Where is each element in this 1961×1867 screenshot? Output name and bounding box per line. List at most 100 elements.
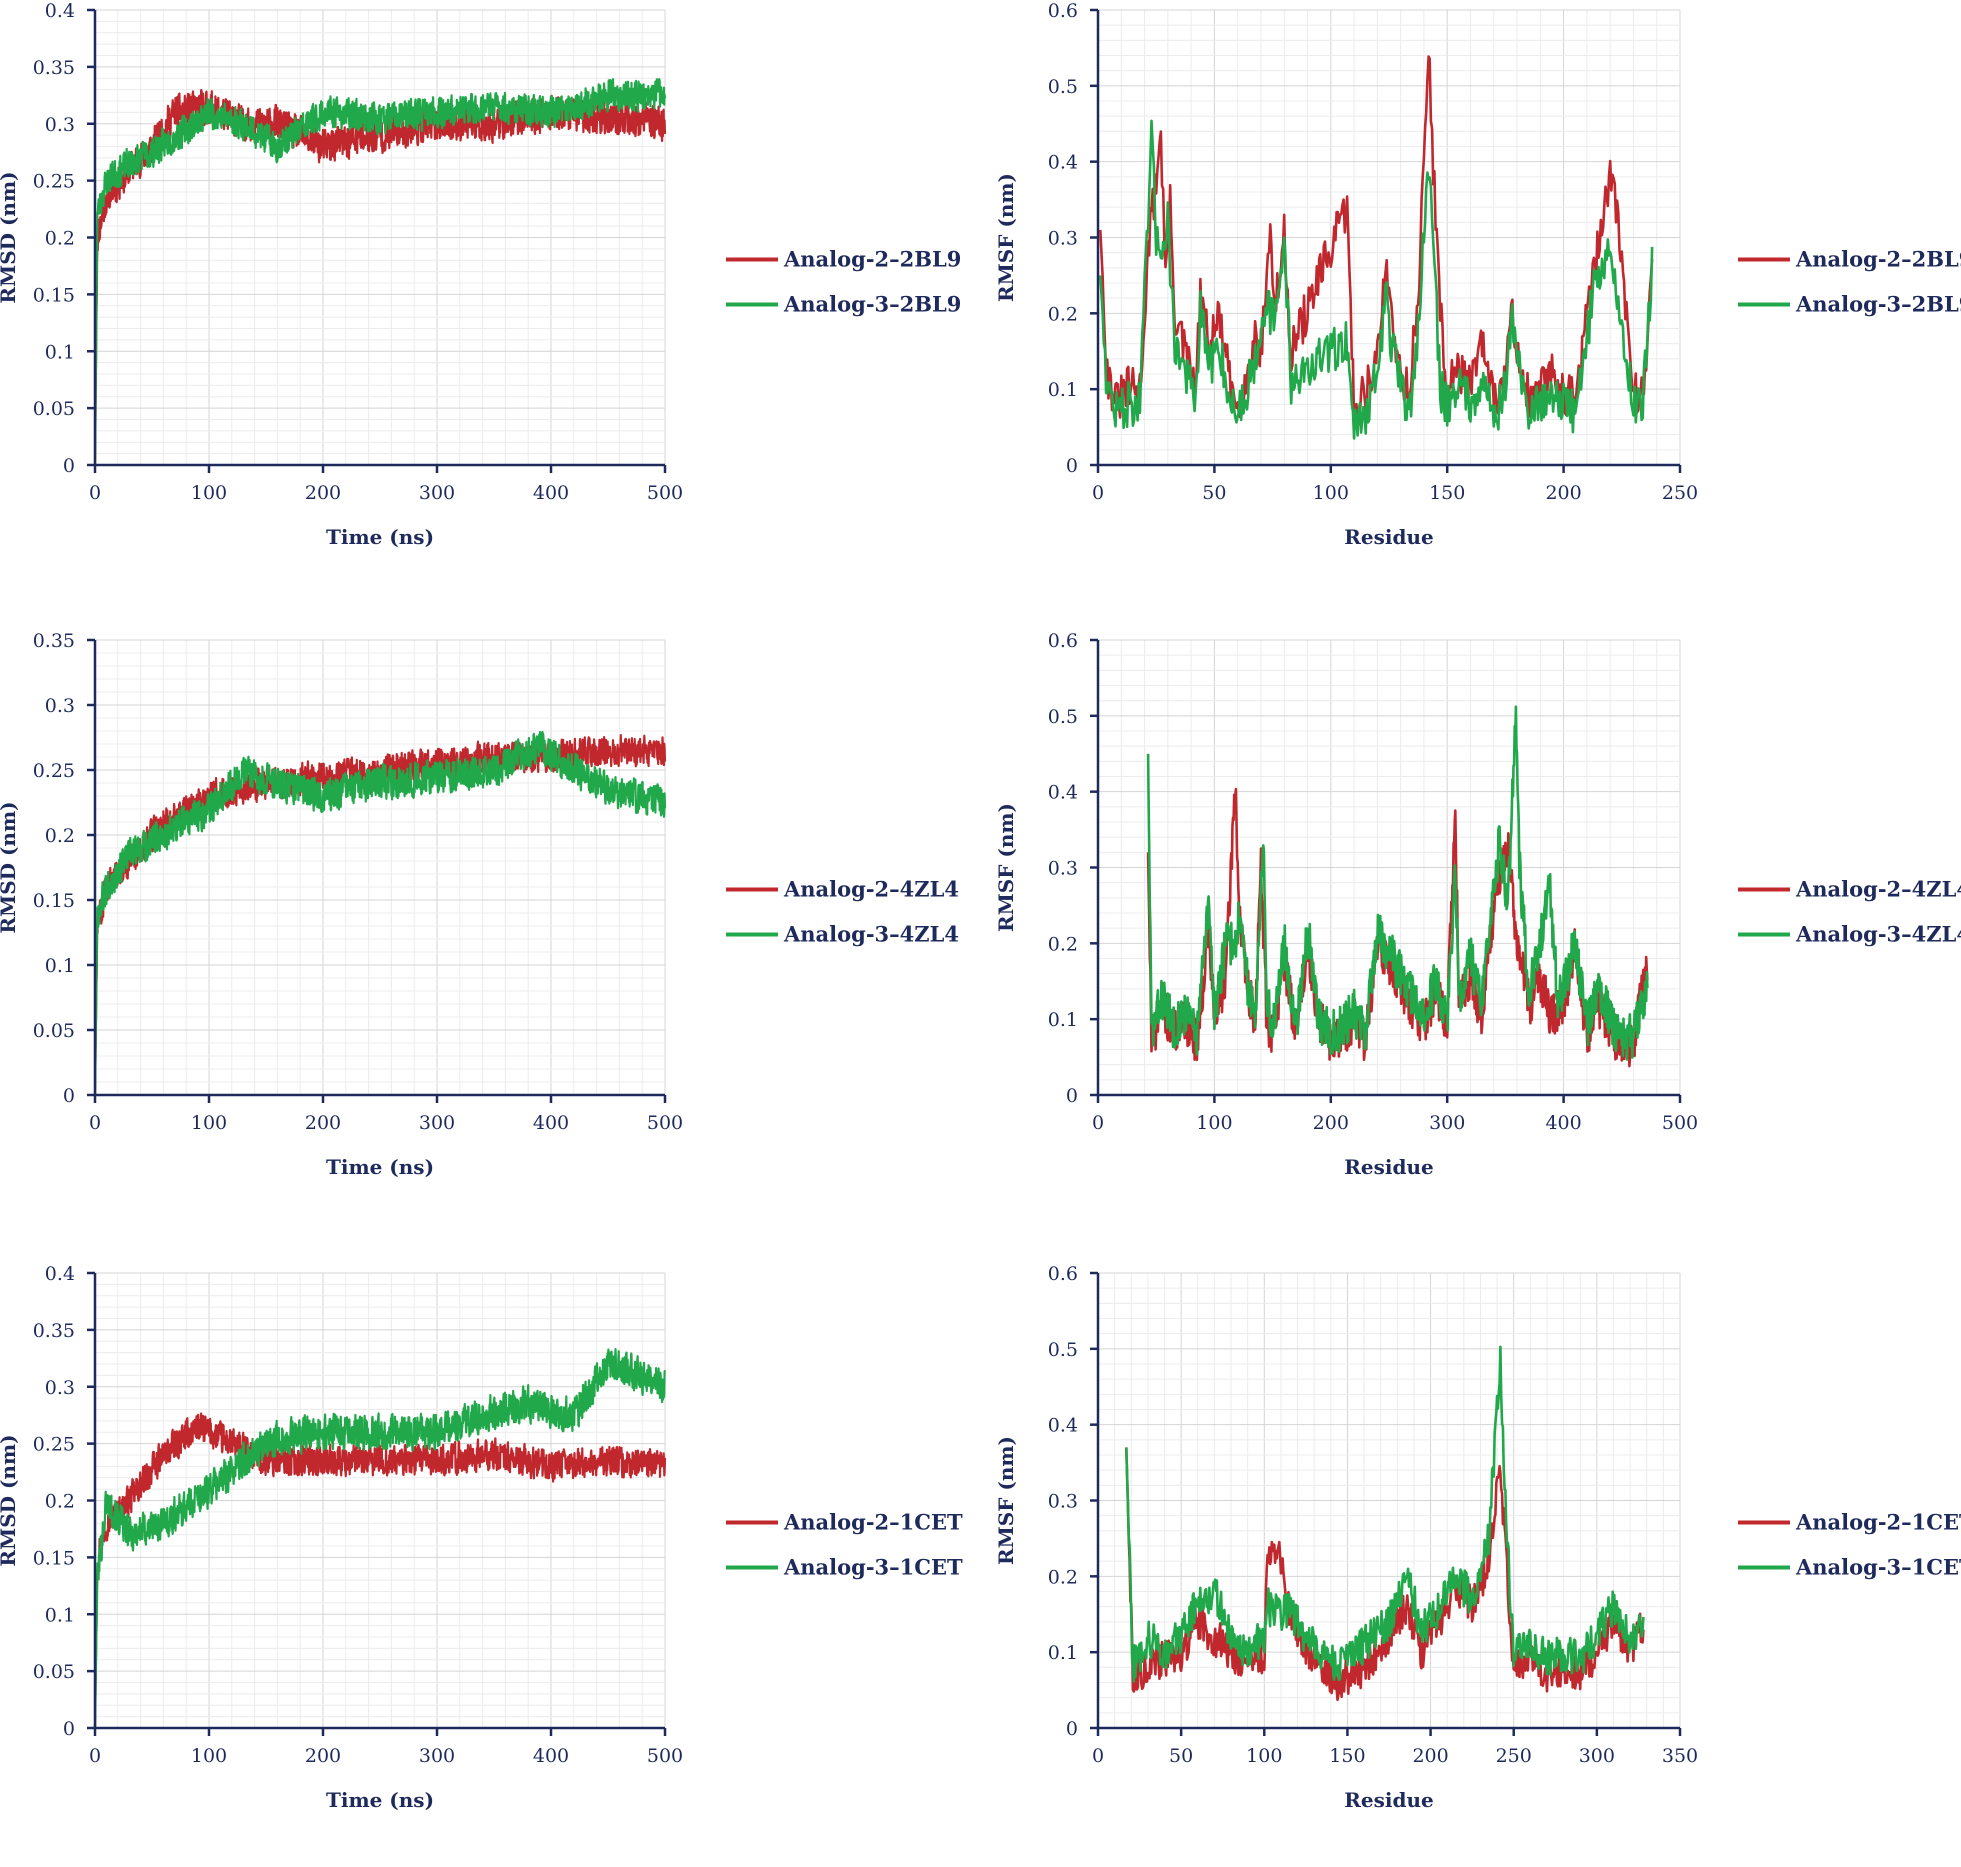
x-tick-label: 100	[191, 482, 227, 504]
x-axis-title: Residue	[1344, 1155, 1433, 1179]
y-tick-label: 0	[1066, 1718, 1078, 1740]
y-axis-title: RMSD (nm)	[0, 1434, 20, 1566]
series-line-analog-3	[93, 730, 667, 1096]
y-tick-label: 0.1	[45, 341, 75, 363]
y-tick-label: 0.4	[1048, 1415, 1078, 1437]
y-tick-label: 0.35	[33, 630, 75, 652]
legend-label: Analog-3–2BL9	[783, 292, 961, 317]
x-tick-label: 500	[647, 1745, 683, 1767]
x-axis-title: Time (ns)	[326, 1788, 434, 1812]
y-tick-label: 0.3	[45, 114, 75, 136]
legend-label: Analog-2–2BL9	[783, 247, 961, 272]
x-tick-label: 0	[1092, 1112, 1104, 1134]
rmsd-4zl4-chart: 0 100 200 300 400 500 0 0.05 0.1 0.15 0.2 0.25 0.3 0.…	[0, 630, 959, 1179]
y-tick-label: 0.15	[33, 284, 75, 306]
x-tick-label: 300	[1429, 1112, 1465, 1134]
legend-label: Analog-2–1CET	[783, 1510, 963, 1535]
rmsd-4zl4-panel: 0 100 200 300 400 500 0 0.05 0.1 0.15 0.2 0.25 0.3 0.…	[0, 630, 980, 1230]
legend-label: Analog-3–4ZL4	[783, 922, 959, 947]
x-tick-label: 0	[89, 482, 101, 504]
y-axis-title: RMSD (nm)	[0, 801, 20, 933]
x-axis-title: Residue	[1344, 525, 1433, 549]
x-tick-label: 200	[305, 482, 341, 504]
x-axis-title: Residue	[1344, 1788, 1433, 1812]
series-line-analog-3	[1146, 705, 1649, 1061]
y-tick-label: 0.6	[1048, 1263, 1078, 1285]
y-tick-label: 0	[63, 1085, 75, 1107]
y-tick-label: 0.4	[45, 1263, 75, 1285]
y-tick-label: 0.1	[1048, 1642, 1078, 1664]
y-tick-label: 0.3	[1048, 858, 1078, 880]
x-tick-label: 500	[647, 482, 683, 504]
series-line-analog-2	[1099, 55, 1654, 427]
y-tick-label: 0.2	[45, 1491, 75, 1513]
y-tick-label: 0.05	[33, 1020, 75, 1042]
y-tick-label: 0.5	[1048, 1339, 1078, 1361]
y-tick-label: 0.5	[1048, 706, 1078, 728]
series-line-analog-2	[1125, 1447, 1645, 1702]
y-tick-label: 0.2	[45, 825, 75, 847]
legend-label: Analog-2–4ZL4	[783, 877, 959, 902]
x-tick-label: 100	[191, 1112, 227, 1134]
y-tick-label: 0.05	[33, 398, 75, 420]
y-axis-title: RMSF (nm)	[994, 1436, 1018, 1565]
grid	[94, 9, 666, 466]
x-tick-label: 50	[1169, 1745, 1193, 1767]
y-tick-label: 0	[1066, 455, 1078, 477]
x-tick-label: 400	[1545, 1112, 1581, 1134]
x-tick-label: 400	[533, 1745, 569, 1767]
x-tick-label: 300	[419, 1745, 455, 1767]
series-line-analog-3	[93, 1348, 667, 1729]
y-tick-label: 0	[63, 455, 75, 477]
x-tick-label: 500	[647, 1112, 683, 1134]
rmsd-2bl9-panel: 0 100 200 300 400 500 0 0.05 0.1 0.15 0.2 0.25 0.3 0.…	[0, 0, 980, 600]
y-tick-label: 0.3	[1048, 228, 1078, 250]
x-tick-label: 100	[191, 1745, 227, 1767]
y-tick-label: 0.2	[1048, 1566, 1078, 1588]
x-tick-label: 100	[1196, 1112, 1232, 1134]
y-tick-label: 0.4	[1048, 152, 1078, 174]
x-tick-label: 100	[1313, 482, 1349, 504]
rmsf-1cet-chart: 0 50 100 150 200 250 300 350 0 0.1 0.2 0.3 0.4 0.5 0.6…	[994, 1263, 1961, 1812]
y-tick-label: 0.4	[45, 0, 75, 22]
y-tick-label: 0.4	[1048, 782, 1078, 804]
legend-label: Analog-3–4ZL4	[1795, 922, 1961, 947]
x-tick-label: 50	[1202, 482, 1226, 504]
y-tick-label: 0.1	[45, 955, 75, 977]
y-tick-label: 0.25	[33, 171, 75, 193]
y-tick-label: 0.3	[45, 1377, 75, 1399]
y-axis-title: RMSF (nm)	[994, 803, 1018, 932]
legend-label: Analog-3–1CET	[783, 1555, 963, 1580]
x-tick-label: 0	[89, 1745, 101, 1767]
x-axis-title: Time (ns)	[326, 525, 434, 549]
y-tick-label: 0.35	[33, 57, 75, 79]
x-tick-label: 150	[1429, 482, 1465, 504]
y-tick-label: 0.1	[45, 1604, 75, 1626]
y-tick-label: 0.6	[1048, 0, 1078, 22]
y-tick-label: 0.25	[33, 1434, 75, 1456]
rmsf-1cet-panel: 0 50 100 150 200 250 300 350 0 0.1 0.2 0.3 0.4 0.5 0.6…	[980, 1263, 1961, 1863]
y-tick-label: 0.6	[1048, 630, 1078, 652]
y-tick-label: 0.05	[33, 1661, 75, 1683]
y-tick-label: 0	[63, 1718, 75, 1740]
rmsd-1cet-panel: 0 100 200 300 400 500 0 0.05 0.1 0.15 0.2 0.25 0.3 0.…	[0, 1263, 980, 1863]
x-tick-label: 400	[533, 1112, 569, 1134]
y-tick-label: 0.25	[33, 760, 75, 782]
y-axis-title: RMSD (nm)	[0, 171, 20, 303]
series-line-analog-2	[1146, 787, 1649, 1068]
x-tick-label: 350	[1662, 1745, 1698, 1767]
legend-label: Analog-2–4ZL4	[1795, 877, 1961, 902]
x-tick-label: 250	[1496, 1745, 1532, 1767]
x-tick-label: 500	[1662, 1112, 1698, 1134]
y-tick-label: 0.3	[45, 695, 75, 717]
legend-label: Analog-2–1CET	[1795, 1510, 1961, 1535]
y-tick-label: 0.15	[33, 890, 75, 912]
legend-label: Analog-2–2BL9	[1795, 247, 1961, 272]
x-tick-label: 0	[1092, 1745, 1104, 1767]
x-tick-label: 100	[1246, 1745, 1282, 1767]
x-tick-label: 200	[305, 1745, 341, 1767]
series-line-analog-2	[93, 1412, 667, 1729]
series-line-analog-3	[1125, 1345, 1645, 1683]
x-tick-label: 200	[1313, 1112, 1349, 1134]
legend-label: Analog-3–1CET	[1795, 1555, 1961, 1580]
